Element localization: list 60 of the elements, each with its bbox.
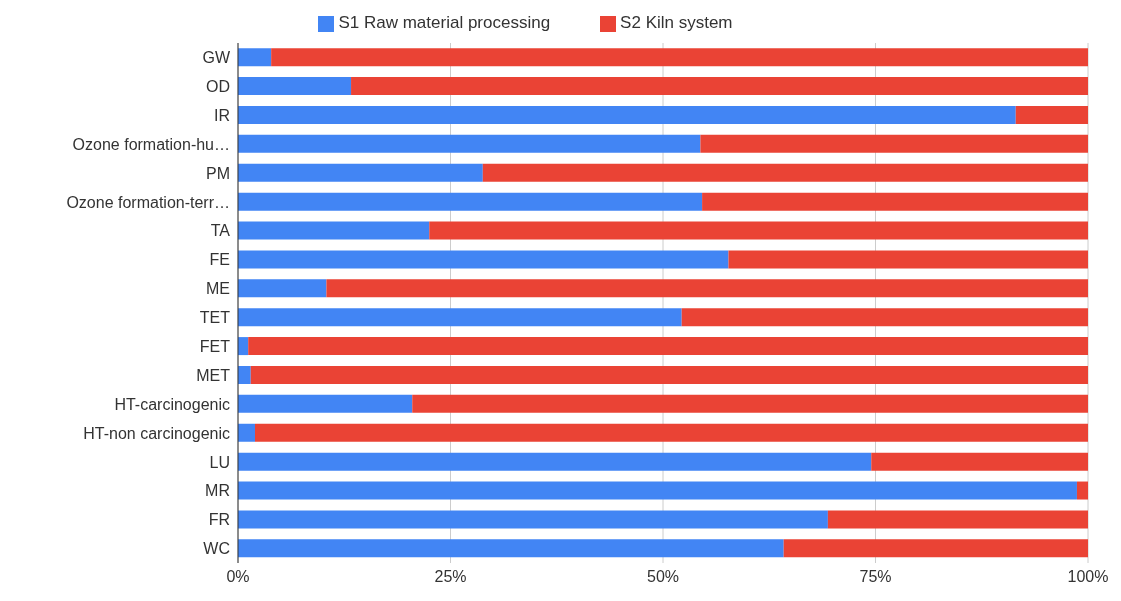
y-tick-label: HT-carcinogenic (114, 395, 230, 413)
bar (238, 221, 430, 240)
bar (482, 163, 1088, 182)
y-tick-label: Ozone formation-hu… (72, 135, 230, 153)
bar (248, 337, 1088, 356)
y-tick-label: Ozone formation-terr… (66, 193, 230, 211)
x-tick-label: 100% (1067, 568, 1109, 586)
bar (1015, 105, 1088, 124)
bar (255, 423, 1088, 442)
bar (783, 539, 1088, 558)
bar (871, 452, 1088, 471)
bar (412, 394, 1088, 413)
legend-label: S2 Kiln system (620, 13, 733, 32)
bar (238, 77, 352, 96)
x-tick-label: 50% (646, 568, 680, 586)
bar (238, 48, 272, 67)
y-tick-label: IR (214, 106, 230, 124)
bar (702, 192, 1088, 211)
bar (351, 77, 1088, 96)
bar (681, 308, 1088, 327)
bar (238, 394, 413, 413)
bar (238, 452, 872, 471)
bar (326, 279, 1088, 298)
y-tick-label: GW (202, 49, 231, 67)
y-tick-label: WC (203, 540, 230, 558)
bar (827, 510, 1088, 529)
bar (271, 48, 1088, 67)
bar (250, 365, 1088, 384)
y-tick-label: PM (206, 164, 230, 182)
y-tick-label: TET (199, 309, 231, 327)
x-tick-label: 75% (859, 568, 892, 586)
bar (238, 539, 784, 558)
bar (238, 192, 703, 211)
bar (238, 134, 701, 153)
bar (238, 481, 1077, 500)
y-tick-label: LU (209, 453, 230, 471)
y-tick-label: MET (196, 366, 231, 384)
bar (238, 423, 255, 442)
x-tick-label: 25% (434, 568, 467, 586)
y-tick-label: FE (209, 251, 230, 269)
bar (238, 250, 729, 269)
y-tick-label: FET (199, 338, 231, 356)
bar (728, 250, 1088, 269)
x-tick-label: 0% (226, 568, 250, 586)
bar (238, 163, 483, 182)
bar (238, 308, 682, 327)
bar (238, 279, 327, 298)
bar (238, 510, 828, 529)
y-tick-label: OD (206, 78, 230, 96)
legend-label: S1 Raw material processing (338, 13, 551, 32)
y-tick-label: FR (208, 511, 230, 529)
bar (238, 365, 251, 384)
y-tick-label: TA (210, 222, 231, 240)
bar (238, 105, 1016, 124)
y-tick-label: MR (205, 482, 230, 500)
y-tick-label: ME (206, 280, 230, 298)
y-tick-label: HT-non carcinogenic (83, 424, 230, 442)
bar (429, 221, 1088, 240)
bar (1076, 481, 1088, 500)
bar (700, 134, 1088, 153)
